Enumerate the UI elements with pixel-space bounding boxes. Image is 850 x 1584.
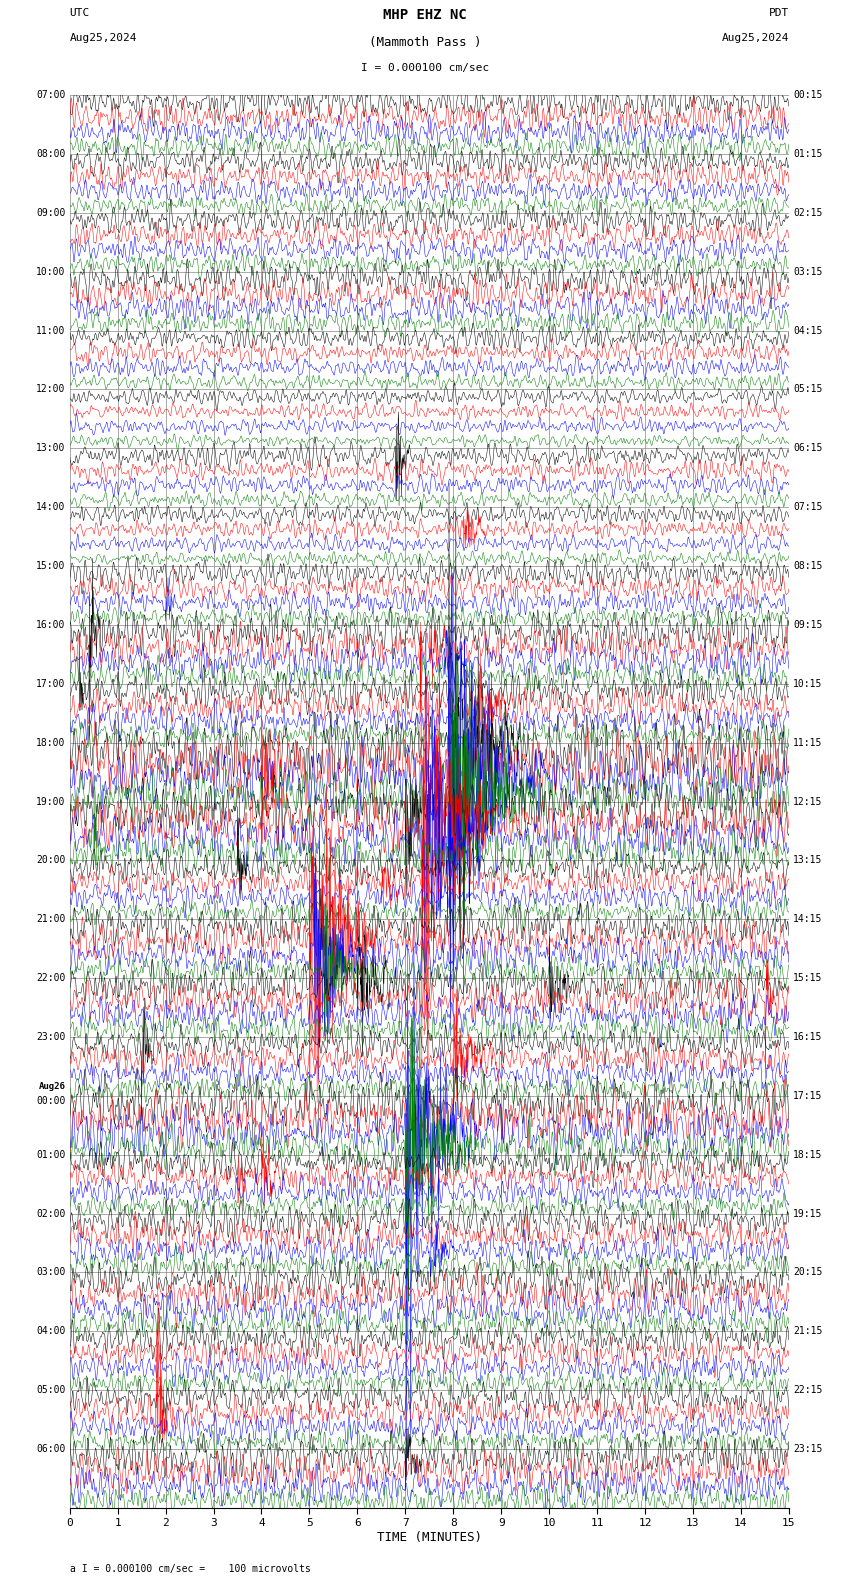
Text: 17:15: 17:15 — [793, 1091, 823, 1101]
Text: 05:15: 05:15 — [793, 385, 823, 394]
Text: 01:15: 01:15 — [793, 149, 823, 158]
Text: 01:00: 01:00 — [36, 1150, 65, 1159]
Text: 22:00: 22:00 — [36, 973, 65, 984]
Text: 20:15: 20:15 — [793, 1267, 823, 1277]
Text: 19:00: 19:00 — [36, 797, 65, 806]
Text: 06:15: 06:15 — [793, 444, 823, 453]
Text: 16:00: 16:00 — [36, 619, 65, 630]
Text: 12:00: 12:00 — [36, 385, 65, 394]
Text: (Mammoth Pass ): (Mammoth Pass ) — [369, 36, 481, 49]
Text: MHP EHZ NC: MHP EHZ NC — [383, 8, 467, 22]
Text: Aug25,2024: Aug25,2024 — [722, 33, 789, 43]
Text: 07:15: 07:15 — [793, 502, 823, 512]
Text: 08:00: 08:00 — [36, 149, 65, 158]
Text: a I = 0.000100 cm/sec =    100 microvolts: a I = 0.000100 cm/sec = 100 microvolts — [70, 1565, 310, 1574]
Text: 13:15: 13:15 — [793, 855, 823, 865]
Text: 03:15: 03:15 — [793, 266, 823, 277]
Text: 17:00: 17:00 — [36, 680, 65, 689]
Text: 15:15: 15:15 — [793, 973, 823, 984]
Text: 09:00: 09:00 — [36, 208, 65, 217]
Text: 21:00: 21:00 — [36, 914, 65, 923]
Text: PDT: PDT — [768, 8, 789, 17]
Text: 10:15: 10:15 — [793, 680, 823, 689]
Text: 15:00: 15:00 — [36, 561, 65, 570]
Text: 08:15: 08:15 — [793, 561, 823, 570]
Text: I = 0.000100 cm/sec: I = 0.000100 cm/sec — [361, 63, 489, 73]
Text: 02:15: 02:15 — [793, 208, 823, 217]
Text: 18:00: 18:00 — [36, 738, 65, 748]
Text: 22:15: 22:15 — [793, 1386, 823, 1396]
Text: 21:15: 21:15 — [793, 1326, 823, 1337]
Text: 03:00: 03:00 — [36, 1267, 65, 1277]
Text: 11:15: 11:15 — [793, 738, 823, 748]
Text: 10:00: 10:00 — [36, 266, 65, 277]
Text: 20:00: 20:00 — [36, 855, 65, 865]
Text: 12:15: 12:15 — [793, 797, 823, 806]
Text: 05:00: 05:00 — [36, 1386, 65, 1396]
Text: 02:00: 02:00 — [36, 1209, 65, 1218]
Text: 09:15: 09:15 — [793, 619, 823, 630]
Text: 18:15: 18:15 — [793, 1150, 823, 1159]
Text: 07:00: 07:00 — [36, 90, 65, 100]
Text: 11:00: 11:00 — [36, 326, 65, 336]
Text: 06:00: 06:00 — [36, 1445, 65, 1454]
Text: 23:15: 23:15 — [793, 1445, 823, 1454]
Text: 14:15: 14:15 — [793, 914, 823, 923]
Text: 13:00: 13:00 — [36, 444, 65, 453]
Text: 19:15: 19:15 — [793, 1209, 823, 1218]
Text: Aug25,2024: Aug25,2024 — [70, 33, 137, 43]
Text: 14:00: 14:00 — [36, 502, 65, 512]
Text: 23:00: 23:00 — [36, 1033, 65, 1042]
Text: 16:15: 16:15 — [793, 1033, 823, 1042]
Text: 04:00: 04:00 — [36, 1326, 65, 1337]
Text: 00:15: 00:15 — [793, 90, 823, 100]
X-axis label: TIME (MINUTES): TIME (MINUTES) — [377, 1532, 482, 1544]
Text: 00:00: 00:00 — [36, 1096, 65, 1106]
Text: 04:15: 04:15 — [793, 326, 823, 336]
Text: UTC: UTC — [70, 8, 90, 17]
Text: Aug26: Aug26 — [38, 1082, 65, 1091]
